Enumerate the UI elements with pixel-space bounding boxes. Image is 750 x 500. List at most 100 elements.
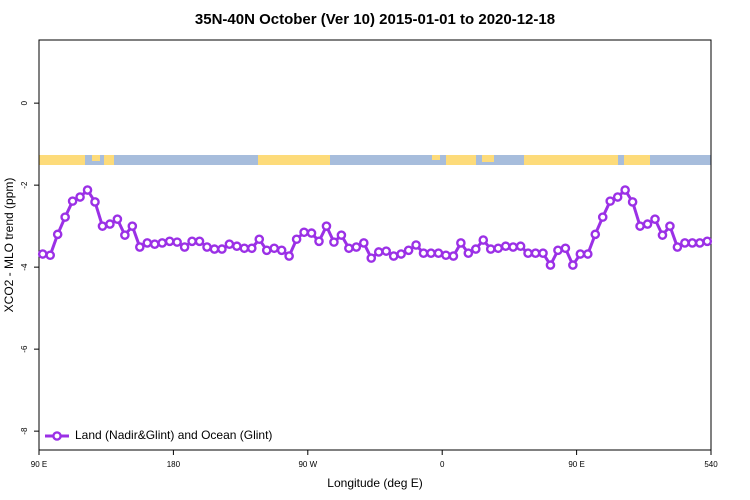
y-tick-label: -2 (20, 181, 29, 189)
data-point (366, 253, 377, 263)
data-point (508, 242, 518, 252)
data-point (164, 236, 175, 247)
data-point (642, 219, 653, 229)
data-point (187, 236, 197, 247)
y-tick-label: 0 (20, 100, 29, 105)
data-point (650, 214, 660, 224)
data-point (463, 248, 474, 258)
data-point (120, 230, 130, 240)
data-point (224, 239, 235, 249)
data-point (358, 238, 369, 248)
data-point (478, 235, 489, 245)
data-point (418, 248, 429, 258)
x-tick-label: 90 E (568, 460, 584, 469)
data-point (470, 244, 481, 254)
data-point (246, 243, 257, 254)
data-point (299, 227, 309, 238)
data-point (276, 245, 287, 256)
legend-marker (52, 431, 62, 441)
plot-frame (38, 39, 712, 451)
data-point (134, 242, 145, 252)
data-point (411, 240, 421, 250)
data-point (344, 243, 354, 254)
data-point (75, 192, 85, 202)
x-tick-label: 90 E (31, 460, 47, 469)
data-point (217, 244, 227, 254)
legend-label: Land (Nadir&Glint) and Ocean (Glint) (75, 428, 272, 442)
data-point (351, 242, 362, 252)
data-point (314, 236, 324, 247)
data-point (493, 243, 504, 254)
data-point (261, 245, 272, 256)
x-tick-label: 180 (167, 460, 181, 469)
data-point (456, 238, 466, 248)
land-ocean-strip (39, 155, 711, 165)
y-tick-label: -4 (20, 263, 29, 271)
data-point (590, 229, 601, 240)
data-point (373, 247, 384, 257)
data-point (179, 242, 190, 252)
data-point (149, 239, 160, 249)
data-point (695, 238, 705, 248)
data-point (306, 228, 317, 238)
x-tick-label: 0 (440, 460, 445, 469)
data-point (239, 243, 250, 254)
data-point (90, 197, 100, 207)
data-point (538, 248, 548, 258)
data-point (37, 249, 48, 259)
x-tick-label: 540 (704, 460, 718, 469)
y-tick-label: -8 (20, 427, 29, 435)
data-point (605, 196, 616, 206)
data-point (105, 219, 115, 229)
data-point (545, 260, 556, 270)
data-point (254, 234, 265, 245)
data-point (560, 243, 571, 254)
data-point (321, 221, 332, 231)
data-point (82, 185, 93, 195)
data-point (209, 244, 220, 254)
x-tick-label: 90 W (298, 460, 317, 469)
data-point (441, 250, 451, 261)
data-point (426, 248, 436, 258)
data-point (680, 238, 690, 248)
data-point (329, 237, 339, 247)
data-point (523, 248, 533, 258)
data-point (381, 246, 392, 256)
data-point (336, 230, 347, 240)
data-point (568, 260, 578, 270)
data-point (433, 248, 444, 258)
data-point (97, 221, 108, 231)
data-point (127, 221, 138, 231)
data-point (52, 229, 63, 240)
x-axis-label: Longitude (deg E) (327, 476, 422, 490)
data-point (657, 230, 668, 240)
data-point (202, 242, 212, 252)
data-point (232, 241, 242, 252)
chart-title: 35N-40N October (Ver 10) 2015-01-01 to 2… (195, 11, 555, 28)
data-point (530, 248, 541, 258)
data-point (396, 249, 406, 259)
data-point (687, 238, 698, 248)
data-point (172, 237, 182, 247)
data-point (575, 249, 586, 259)
data-point (597, 212, 608, 222)
data-point (583, 249, 593, 259)
data-point (142, 238, 153, 248)
data-point (672, 242, 683, 252)
data-point (635, 221, 645, 231)
data-point (612, 192, 623, 202)
data-point (485, 244, 496, 254)
data-point (157, 238, 167, 248)
data-point (194, 236, 205, 247)
data-point (500, 241, 511, 252)
data-point (620, 185, 630, 195)
data-point (388, 251, 399, 261)
data-point (291, 234, 302, 245)
data-point (403, 245, 414, 256)
data-point (45, 250, 56, 261)
data-point (627, 197, 638, 207)
y-axis-label: XCO2 - MLO trend (ppm) (2, 178, 16, 313)
y-tick-label: -6 (20, 345, 29, 353)
data-point (112, 214, 123, 224)
